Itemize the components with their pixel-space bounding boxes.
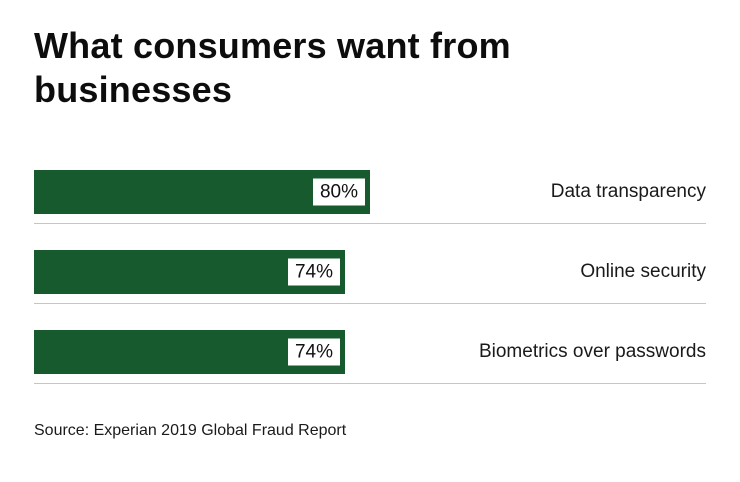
category-label-data-transparency: Data transparency: [550, 180, 706, 202]
category-label-biometrics: Biometrics over passwords: [478, 340, 706, 362]
bar-online-security: 74%: [34, 249, 345, 294]
bar-row-online-security: 74% Online security: [34, 249, 706, 304]
value-label-biometrics: 74%: [287, 338, 340, 366]
value-label-data-transparency: 80%: [312, 178, 365, 206]
bar-row-biometrics: 74% Biometrics over passwords: [34, 329, 706, 384]
source-note: Source: Experian 2019 Global Fraud Repor…: [34, 421, 347, 439]
category-label-online-security: Online security: [580, 260, 706, 282]
chart-title: What consumers want from businesses: [34, 25, 511, 110]
value-label-online-security: 74%: [287, 258, 340, 286]
bar-biometrics: 74%: [34, 329, 345, 374]
bar-chart: 80% Data transparency 74% Online securit…: [34, 169, 706, 384]
bar-row-data-transparency: 80% Data transparency: [34, 169, 706, 224]
bar-data-transparency: 80%: [34, 169, 370, 214]
